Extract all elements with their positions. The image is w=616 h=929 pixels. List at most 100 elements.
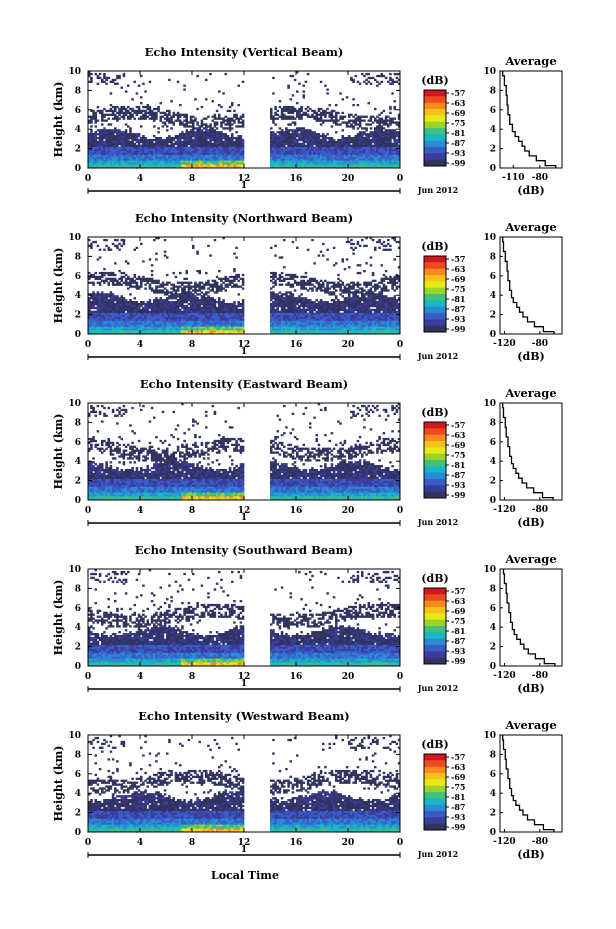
x-tick-label: 4 <box>137 838 143 848</box>
colorbar-swatch <box>424 804 446 812</box>
colorbar-swatch <box>424 140 446 148</box>
colorbar-swatch <box>424 760 446 768</box>
colorbar-swatch <box>424 102 446 110</box>
x-tick-label: 0 <box>397 506 403 516</box>
colorbar-swatch <box>424 466 446 474</box>
colorbar-swatch <box>424 626 446 633</box>
colorbar-tick-label: -57 <box>451 586 465 596</box>
profile-y-tick-label: 10 <box>483 233 496 243</box>
colorbar-swatch <box>424 600 446 608</box>
colorbar-swatch <box>424 313 446 320</box>
colorbar-tick-label: -69 <box>451 440 466 450</box>
colorbar-frame <box>423 421 447 499</box>
y-tick-label: 10 <box>68 399 81 409</box>
colorbar-swatch <box>424 294 446 301</box>
date-label: Jun 2012 <box>417 517 458 527</box>
colorbar-swatch <box>424 159 446 167</box>
y-axis-label: Height (km) <box>52 580 65 656</box>
colorbar-swatch <box>424 319 446 327</box>
x-tick-label: 20 <box>342 838 355 848</box>
colorbar-tick-label: -63 <box>451 596 466 606</box>
profile-y-tick-label: 4 <box>490 291 496 301</box>
x-tick-label: 12 <box>238 506 251 516</box>
colorbar-swatch <box>424 607 446 614</box>
average-profile: Average 0 2 4 6 8 10 -120 -80(dB) <box>483 552 563 695</box>
y-tick-label: 2 <box>75 809 81 819</box>
colorbar-swatch <box>424 588 446 595</box>
colorbar-swatch <box>424 422 446 429</box>
profile-y-tick-label: 0 <box>490 496 496 506</box>
colorbar-swatch <box>424 657 446 665</box>
colorbar-tick-label: -93 <box>451 812 466 822</box>
profile-y-tick-label: 8 <box>490 584 496 594</box>
colorbar-swatch <box>424 147 446 154</box>
date-label: Jun 2012 <box>417 849 458 859</box>
profile-y-tick-label: 10 <box>483 399 496 409</box>
profile-y-tick-label: 0 <box>490 330 496 340</box>
panel-2: Echo Intensity (Northward Beam)0246810He… <box>52 211 563 363</box>
colorbar-swatch <box>424 262 446 270</box>
colorbar-tick-label: -63 <box>451 264 466 274</box>
colorbar-swatch <box>424 153 446 161</box>
date-label: Jun 2012 <box>417 683 458 693</box>
colorbar-swatch <box>424 817 446 825</box>
colorbar-tick-label: -69 <box>451 274 466 284</box>
colorbar-tick-label: -87 <box>451 802 465 812</box>
profile-y-tick-label: 10 <box>483 731 496 741</box>
profile-x-label: (dB) <box>517 848 544 861</box>
profile-title: Average <box>504 386 556 400</box>
heatmap-field <box>88 403 401 501</box>
profile-y-tick-label: 10 <box>483 67 496 77</box>
x-tick-label: 0 <box>397 672 403 682</box>
x-tick-label: 0 <box>397 340 403 350</box>
colorbar-swatch <box>424 594 446 602</box>
colorbar-tick-label: -87 <box>451 470 465 480</box>
profile-frame <box>499 568 563 667</box>
panel-title: Echo Intensity (Southward Beam) <box>135 543 353 557</box>
y-tick-label: 4 <box>75 623 81 633</box>
colorbar-tick-label: -99 <box>451 158 466 168</box>
profile-title: Average <box>504 552 556 566</box>
profile-x-label: (dB) <box>517 682 544 695</box>
colorbar-unit: (dB) <box>421 406 448 419</box>
x-tick-label: 0 <box>397 838 403 848</box>
colorbar: -57-63-69-75-81-87-93-99 <box>423 254 466 334</box>
profile-x-tick-label: -80 <box>532 173 548 183</box>
colorbar-tick-label: -75 <box>451 284 465 294</box>
profile-y-tick-label: 6 <box>490 770 496 780</box>
panel-title: Echo Intensity (Vertical Beam) <box>145 45 344 59</box>
colorbar-tick-label: -69 <box>451 606 466 616</box>
colorbar: -57-63-69-75-81-87-93-99 <box>423 752 466 832</box>
x-tick-label: 4 <box>137 506 143 516</box>
y-tick-label: 2 <box>75 311 81 321</box>
colorbar-unit: (dB) <box>421 240 448 253</box>
heatmap-field <box>88 71 401 169</box>
profile-x-label: (dB) <box>517 516 544 529</box>
colorbar-tick-label: -87 <box>451 304 465 314</box>
colorbar-tick-label: -75 <box>451 118 465 128</box>
panel-4: Echo Intensity (Southward Beam)0246810He… <box>52 543 563 695</box>
colorbar-tick-label: -75 <box>451 450 465 460</box>
profile-y-tick-label: 4 <box>490 457 496 467</box>
x-tick-label: 0 <box>85 838 91 848</box>
day-label: 1 <box>241 513 247 523</box>
x-tick-label: 8 <box>189 506 195 516</box>
y-axis-label: Height (km) <box>52 248 65 324</box>
colorbar-frame <box>423 753 447 831</box>
profile-frame <box>499 402 563 501</box>
colorbar-tick-label: -93 <box>451 646 466 656</box>
y-tick-label: 8 <box>75 584 81 594</box>
profile-x-label: (dB) <box>517 350 544 363</box>
y-axis-label: Height (km) <box>52 746 65 822</box>
panel-title: Echo Intensity (Northward Beam) <box>135 211 353 225</box>
colorbar-swatch <box>424 619 446 627</box>
y-tick-label: 2 <box>75 477 81 487</box>
colorbar-swatch <box>424 485 446 493</box>
date-label: Jun 2012 <box>417 351 458 361</box>
colorbar-swatch <box>424 268 446 276</box>
x-tick-label: 4 <box>137 340 143 350</box>
colorbar-tick-label: -87 <box>451 138 465 148</box>
y-tick-label: 4 <box>75 125 81 135</box>
colorbar-swatch <box>424 453 446 461</box>
x-tick-label: 8 <box>189 340 195 350</box>
